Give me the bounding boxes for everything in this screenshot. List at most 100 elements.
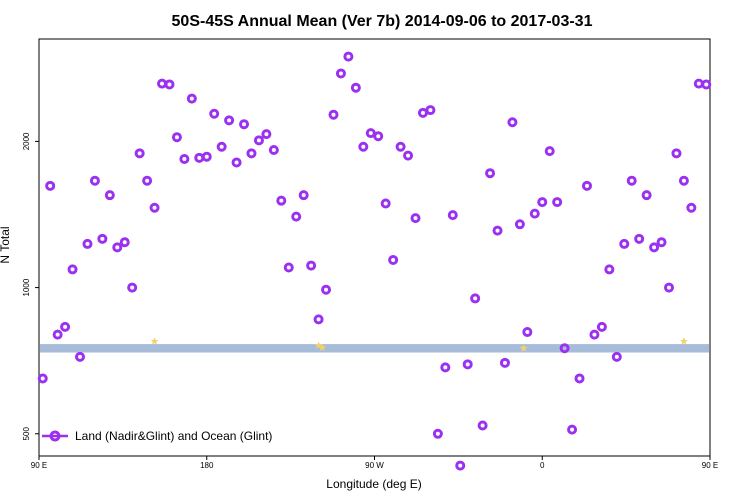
data-point <box>209 108 220 119</box>
data-point <box>134 148 145 159</box>
data-point <box>231 157 242 168</box>
data-point <box>485 168 496 179</box>
data-point <box>365 128 376 139</box>
star-point <box>318 343 327 351</box>
data-point <box>403 150 414 161</box>
data-point <box>350 82 361 93</box>
data-point <box>529 208 540 219</box>
data-point <box>589 329 600 340</box>
star-point <box>150 337 159 345</box>
data-point <box>447 210 458 221</box>
data-point <box>559 343 570 354</box>
y-tick-label: 500 <box>22 427 31 441</box>
data-point <box>52 329 63 340</box>
x-axis-label: Longitude (deg E) <box>326 477 421 491</box>
data-point <box>321 284 332 295</box>
data-point <box>380 198 391 209</box>
y-tick-label: 1000 <box>22 278 31 296</box>
data-point <box>89 175 100 186</box>
data-point <box>649 242 660 253</box>
x-tick-label: 0 <box>540 461 545 470</box>
data-point <box>253 135 264 146</box>
data-point <box>388 254 399 265</box>
data-point <box>477 420 488 431</box>
data-point <box>306 260 317 271</box>
data-point <box>246 148 257 159</box>
data-point <box>67 264 78 275</box>
data-point <box>596 321 607 332</box>
data-point <box>499 357 510 368</box>
data-point <box>395 141 406 152</box>
data-point <box>358 141 369 152</box>
data-point <box>574 373 585 384</box>
data-point <box>619 238 630 249</box>
data-point <box>82 238 93 249</box>
data-point <box>37 373 48 384</box>
data-point <box>60 321 71 332</box>
data-point <box>626 175 637 186</box>
data-point <box>45 180 56 191</box>
band-rect <box>40 344 709 353</box>
data-point <box>663 282 674 293</box>
data-point <box>179 153 190 164</box>
data-point <box>507 117 518 128</box>
data-point <box>164 79 175 90</box>
data-point <box>335 68 346 79</box>
data-point <box>544 146 555 157</box>
data-point <box>440 362 451 373</box>
data-point <box>641 190 652 201</box>
data-point <box>410 213 421 224</box>
data-point <box>634 233 645 244</box>
data-point <box>127 282 138 293</box>
x-tick-label: 90 W <box>365 461 384 470</box>
data-point <box>283 262 294 273</box>
y-axis: 500 1000 2000 <box>22 132 39 441</box>
data-point <box>75 351 86 362</box>
data-point <box>239 119 250 130</box>
data-point <box>432 428 443 439</box>
data-point <box>581 180 592 191</box>
data-point <box>276 195 287 206</box>
data-point <box>455 460 466 471</box>
data-point <box>291 211 302 222</box>
data-point <box>552 197 563 208</box>
data-point <box>604 264 615 275</box>
data-point <box>104 190 115 201</box>
data-point <box>686 202 697 213</box>
star-point <box>519 344 528 352</box>
data-point <box>201 151 212 162</box>
data-point <box>537 197 548 208</box>
y-tick-label: 2000 <box>22 132 31 150</box>
data-point <box>268 145 279 156</box>
data-point <box>261 129 272 140</box>
data-point <box>186 93 197 104</box>
data-point <box>425 105 436 116</box>
scatter-points <box>37 51 712 471</box>
data-point <box>701 79 712 90</box>
star-markers <box>150 337 688 352</box>
data-point <box>216 141 227 152</box>
legend-marker <box>49 430 61 442</box>
data-point <box>514 219 525 230</box>
y-axis-label: N Total <box>0 226 12 263</box>
x-tick-label: 180 <box>200 461 214 470</box>
data-point <box>298 190 309 201</box>
star-point <box>680 337 688 345</box>
legend: Land (Nadir&Glint) and Ocean (Glint) <box>42 429 272 443</box>
data-point <box>343 51 354 62</box>
data-point <box>149 202 160 213</box>
plot-area <box>38 38 711 457</box>
data-point <box>171 132 182 143</box>
reference-band <box>40 344 709 353</box>
data-point <box>224 115 235 126</box>
data-point <box>671 148 682 159</box>
data-point <box>492 225 503 236</box>
data-point <box>313 314 324 325</box>
data-point <box>97 233 108 244</box>
data-point <box>119 237 130 248</box>
x-tick-label: 90 E <box>702 461 718 470</box>
data-point <box>567 424 578 435</box>
x-tick-label: 90 E <box>31 461 47 470</box>
